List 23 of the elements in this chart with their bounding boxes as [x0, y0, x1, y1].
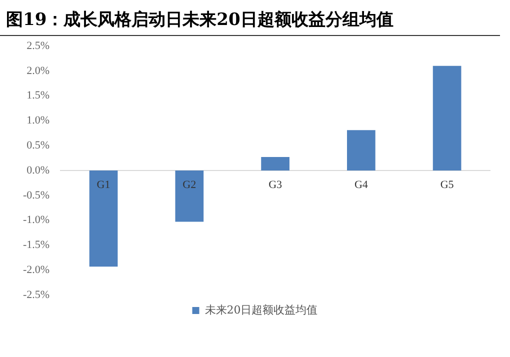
y-tick-label: 2.0% [26, 64, 50, 77]
y-tick-label: 0.5% [26, 139, 50, 152]
x-tick-label: G4 [354, 178, 368, 191]
bar [89, 170, 118, 267]
y-tick-label: -1.0% [23, 214, 50, 226]
y-tick-label: -2.5% [23, 288, 50, 301]
y-tick-label: 0.0% [26, 164, 50, 176]
y-tick-label: -1.5% [23, 239, 50, 252]
legend-label: 未来20日超额收益均值 [204, 303, 318, 316]
y-tick-label: -2.0% [23, 264, 50, 276]
x-tick-label: G1 [96, 178, 110, 191]
x-tick-label: G2 [182, 178, 196, 191]
bar [175, 170, 204, 222]
bar [432, 66, 462, 170]
chart-title: 图19：成长风格启动日未来20日超额收益分组均值 [0, 0, 500, 36]
y-tick-label: 2.5% [26, 40, 50, 52]
y-tick-label: 1.0% [26, 114, 50, 127]
x-tick-label: G5 [440, 178, 454, 191]
y-tick-label: 1.5% [26, 90, 50, 102]
bar [261, 157, 290, 170]
x-tick-label: G3 [268, 178, 283, 191]
y-tick-label: -0.5% [23, 189, 50, 202]
bar [347, 130, 376, 170]
